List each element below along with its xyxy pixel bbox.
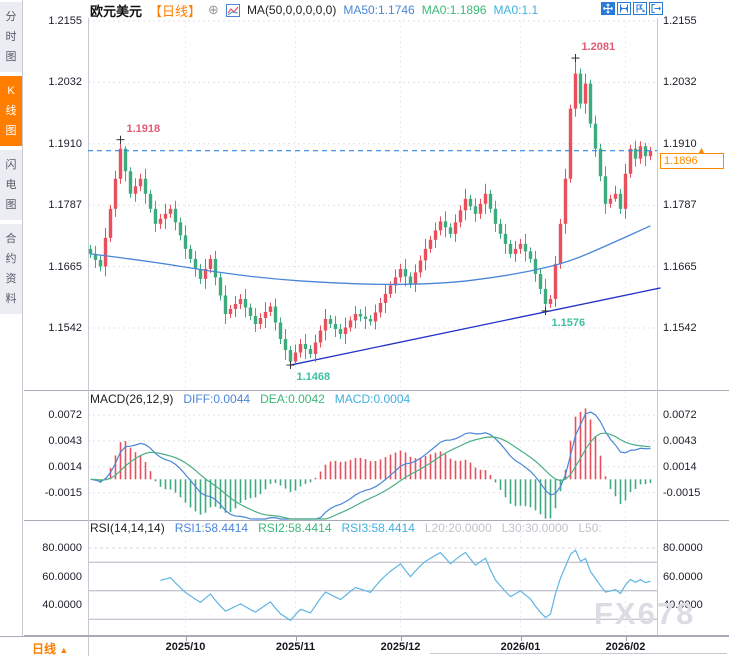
price-axis-label: 1.1787 [48, 199, 82, 212]
macd-diff-line [90, 411, 651, 520]
rsi2-value: RSI2:58.4414 [258, 521, 332, 535]
ma50-line [90, 225, 651, 286]
rsi-line [160, 549, 651, 622]
watermark: FX678 [594, 596, 696, 631]
rsi-axis-label: 80.0000 [42, 542, 82, 554]
ma-settings[interactable]: MA(50,0,0,0,0,0) [246, 3, 337, 17]
price-axis-label: 1.2155 [48, 15, 82, 27]
chart-toolbar [601, 2, 663, 15]
x-axis-label: 2026/01 [500, 641, 541, 653]
pan-icon[interactable] [601, 2, 615, 15]
high-annotation: 1.2081 [581, 41, 616, 54]
macd-dea-value: DEA:0.0042 [260, 392, 325, 406]
current-price-badge: 1.1896 [660, 152, 724, 169]
price-axis-label: 1.1665 [48, 260, 82, 273]
symbol-name: 欧元美元 [90, 3, 143, 19]
sidebar-tab-4[interactable]: 合约资料 [0, 224, 22, 314]
bottom-separator [88, 637, 89, 656]
macd-axis-label: 0.0072 [48, 409, 82, 421]
x-axis-label: 2025/11 [275, 641, 316, 653]
macd-axis-label: 0.0043 [48, 434, 82, 447]
rsi1-value: RSI1:58.4414 [174, 521, 249, 535]
price-axis-label: 1.1665 [663, 260, 697, 273]
range-zoom-icon[interactable] [617, 2, 631, 15]
bottom-bar: 日线 ▲ 2025/10 2025/11 2025/12 2026/01 2026/02 [0, 636, 729, 656]
x-axis-label: 2025/12 [380, 641, 421, 653]
rsi-axis-label: 40.0000 [663, 599, 703, 611]
macd-axis-label: 0.0072 [663, 409, 697, 421]
period-tag[interactable]: 【日线】 [149, 3, 202, 19]
chart-header: 欧元美元 【日线】 ⊕ MA(50,0,0,0,0,0) MA50:1.1746… [90, 2, 539, 19]
rsi-l30-value: L30:30.0000 [501, 521, 569, 535]
macd-axis-label: 0.0043 [663, 434, 697, 447]
rsi-axis-label: 80.0000 [663, 542, 703, 554]
rsi-l20-value: L20:20.0000 [424, 521, 492, 535]
macd-axis-label: 0.0014 [663, 460, 697, 473]
range-select-icon[interactable] [633, 2, 647, 15]
sidebar-tab-3[interactable]: 闪电图 [0, 150, 22, 220]
exit-icon[interactable] [649, 2, 663, 15]
low-annotation: 1.1468 [296, 371, 331, 384]
price-axis-label: 1.2155 [663, 15, 697, 27]
chevron-up-icon: ▲ [59, 645, 69, 655]
price-axis-label: 1.2032 [663, 76, 697, 89]
candlestick-series [88, 58, 653, 366]
rsi-axis-label: 60.0000 [42, 570, 82, 583]
low-annotation: 1.1576 [551, 316, 586, 329]
x-axis-label: 2026/02 [605, 641, 646, 653]
macd-macd-value: MACD:0.0004 [334, 392, 411, 406]
mini-chart-icon[interactable] [225, 3, 240, 17]
add-indicator-icon[interactable]: ⊕ [208, 2, 219, 17]
period-dropdown-button[interactable]: 日线 ▲ [32, 642, 69, 656]
sidebar-tab-1[interactable]: 分时图 [0, 2, 22, 72]
rsi-title[interactable]: RSI(14,14,14) [90, 521, 165, 535]
rsi-l50-value: L50: [578, 521, 602, 535]
ma50-value: MA50:1.1746 [343, 3, 415, 17]
macd-axis-label: 0.0014 [48, 460, 82, 473]
macd-dea-line [90, 432, 651, 520]
trendline [290, 287, 661, 366]
macd-axis-label: -0.0015 [663, 486, 701, 499]
x-axis-label: 2025/10 [165, 641, 206, 653]
macd-histogram [94, 408, 652, 519]
x-axis-tick [625, 637, 627, 641]
price-axis-label: 1.1542 [48, 322, 82, 334]
price-axis-label: 1.1910 [663, 137, 697, 150]
macd-axis-label: -0.0015 [44, 486, 82, 499]
macd-title[interactable]: MACD(26,12,9) [90, 392, 174, 406]
ma0-value-b: MA0:1.1 [493, 3, 539, 17]
x-axis-tick [400, 637, 402, 641]
ma0-value-a: MA0:1.1896 [421, 3, 487, 17]
price-axis-label: 1.1910 [48, 137, 82, 150]
rsi3-value: RSI3:58.4414 [341, 521, 415, 535]
rsi-axis-label: 40.0000 [42, 599, 82, 611]
rsi-axis-label: 60.0000 [663, 570, 703, 583]
macd-header: MACD(26,12,9) DIFF:0.0044 DEA:0.0042 MAC… [90, 392, 410, 406]
current-price-value: 1.1896 [664, 154, 698, 167]
scrollbar-track[interactable] [430, 653, 727, 654]
rsi-header: RSI(14,14,14) RSI1:58.4414 RSI2:58.4414 … [90, 521, 602, 535]
x-axis-tick [520, 637, 522, 641]
macd-diff-value: DIFF:0.0044 [183, 392, 251, 406]
price-axis-label: 1.1542 [663, 322, 697, 334]
x-axis-tick [295, 637, 297, 641]
price-up-arrow-icon: ▲ [697, 144, 706, 155]
high-annotation: 1.1918 [126, 122, 161, 135]
x-axis-tick [185, 637, 187, 641]
price-axis-label: 1.2032 [48, 76, 82, 89]
price-axis-label: 1.1787 [663, 199, 697, 212]
